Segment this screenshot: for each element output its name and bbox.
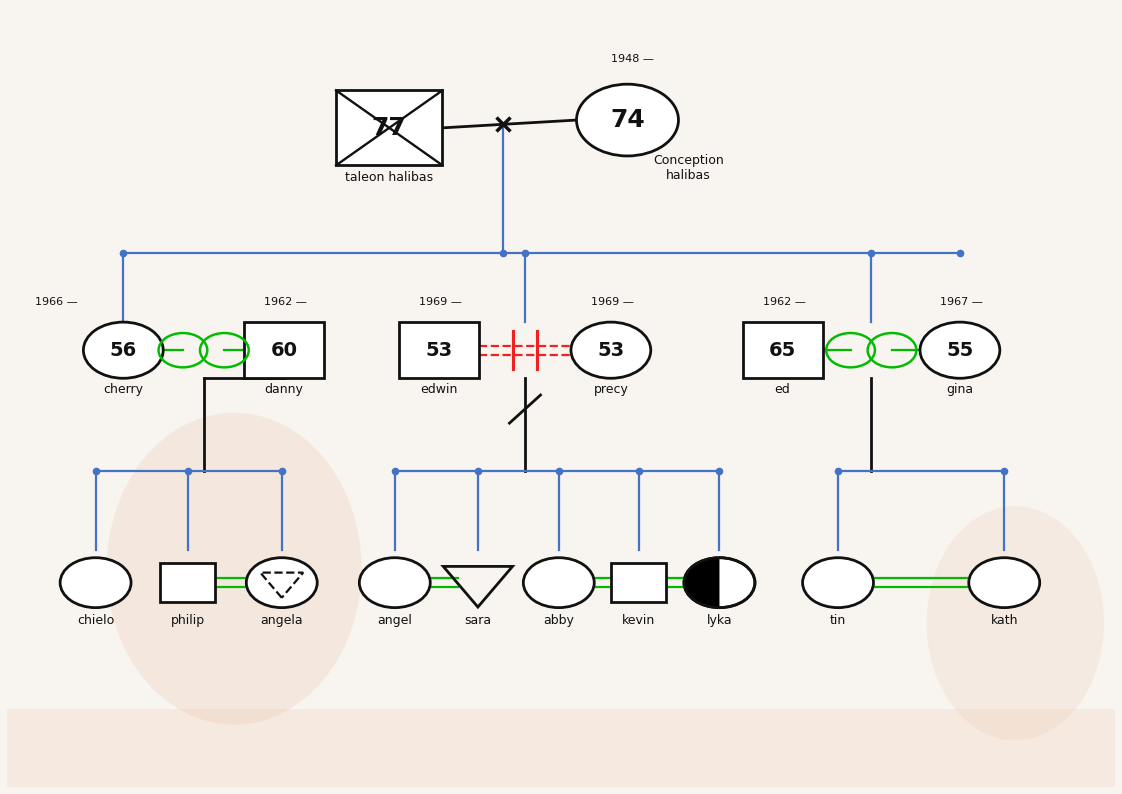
Text: 60: 60 (270, 341, 297, 360)
Circle shape (523, 557, 595, 607)
Circle shape (359, 557, 430, 607)
Circle shape (61, 557, 131, 607)
Circle shape (684, 557, 755, 607)
Circle shape (571, 322, 651, 378)
Circle shape (802, 557, 874, 607)
Text: 1969 —: 1969 — (420, 296, 462, 306)
Circle shape (83, 322, 163, 378)
Text: sara: sara (465, 614, 491, 626)
Bar (610, 563, 666, 602)
Text: 65: 65 (769, 341, 797, 360)
Circle shape (968, 557, 1040, 607)
Wedge shape (684, 558, 719, 607)
Bar (743, 322, 822, 378)
Ellipse shape (927, 507, 1104, 740)
Text: 1969 —: 1969 — (591, 296, 634, 306)
Text: chielo: chielo (77, 614, 114, 626)
FancyBboxPatch shape (7, 709, 1115, 787)
Circle shape (920, 322, 1000, 378)
Text: 55: 55 (946, 341, 974, 360)
Text: abby: abby (543, 614, 574, 626)
Text: 53: 53 (425, 341, 452, 360)
Bar (160, 563, 215, 602)
Text: philip: philip (171, 614, 204, 626)
Text: taleon halibas: taleon halibas (346, 172, 433, 184)
Circle shape (247, 557, 318, 607)
Text: 77: 77 (371, 116, 406, 140)
Text: angela: angela (260, 614, 303, 626)
Text: lyka: lyka (707, 614, 733, 626)
Text: kath: kath (991, 614, 1018, 626)
Text: 56: 56 (110, 341, 137, 360)
Text: 1962 —: 1962 — (763, 296, 806, 306)
Circle shape (577, 84, 679, 156)
Text: 1967 —: 1967 — (940, 296, 983, 306)
Bar (337, 91, 442, 165)
Text: 1948 —: 1948 — (610, 54, 654, 64)
Bar (245, 322, 324, 378)
Text: cherry: cherry (103, 383, 144, 395)
Text: 1966 —: 1966 — (35, 296, 77, 306)
Text: angel: angel (377, 614, 412, 626)
Text: kevin: kevin (622, 614, 655, 626)
Bar (399, 322, 479, 378)
Text: gina: gina (946, 383, 974, 395)
Text: tin: tin (830, 614, 846, 626)
Text: ed: ed (775, 383, 791, 395)
Text: 53: 53 (597, 341, 625, 360)
Text: 1962 —: 1962 — (264, 296, 307, 306)
Text: precy: precy (594, 383, 628, 395)
Text: edwin: edwin (421, 383, 458, 395)
Text: Conception
halibas: Conception halibas (653, 154, 724, 183)
Text: 74: 74 (610, 108, 645, 132)
Text: danny: danny (265, 383, 303, 395)
Ellipse shape (107, 413, 361, 725)
